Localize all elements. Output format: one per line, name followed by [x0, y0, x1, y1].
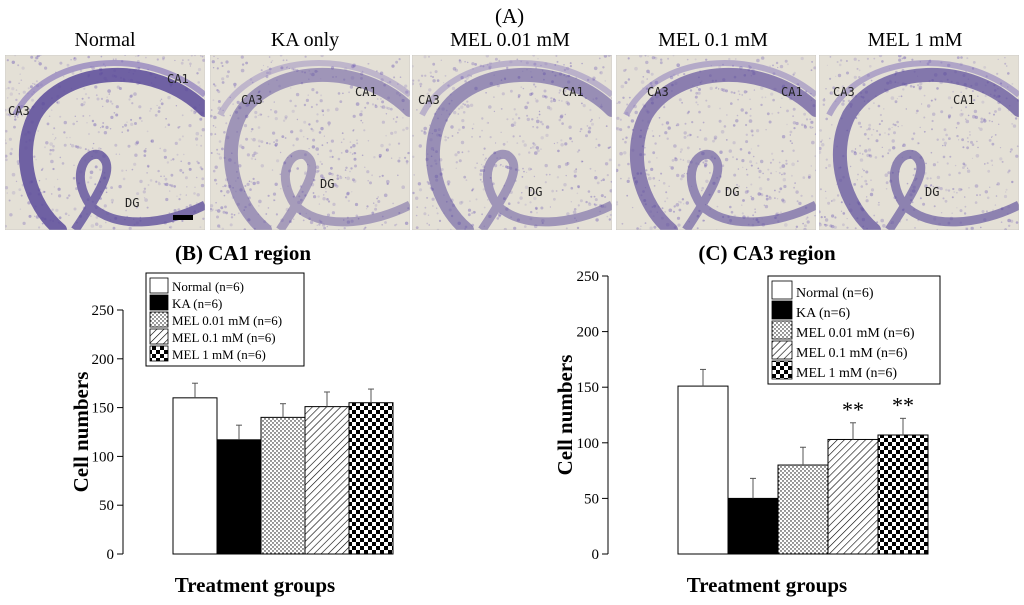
- bar-4: [348, 402, 394, 555]
- label-ca3: CA3: [418, 93, 440, 107]
- bar-2: [260, 416, 306, 555]
- micrograph-normal: [5, 55, 205, 230]
- label-ca1: CA1: [355, 85, 377, 99]
- scale-bar: [173, 215, 193, 220]
- label-ca3: CA3: [833, 85, 855, 99]
- y-tick-label: 200: [92, 352, 115, 368]
- y-tick-label: 0: [592, 547, 600, 563]
- legend-swatch-1: [771, 300, 793, 320]
- micrograph-art: [210, 55, 410, 230]
- y-tick-label: 200: [577, 325, 600, 341]
- y-tick-label: 50: [584, 491, 599, 507]
- image-title-normal: Normal: [74, 29, 136, 51]
- legend-entry-3: MEL 0.1 mM (n=6): [172, 330, 276, 345]
- label-ca3: CA3: [241, 93, 263, 107]
- y-axis-title: Cell numbers: [553, 355, 577, 476]
- label-ca1: CA1: [167, 72, 189, 86]
- label-ca3: CA3: [647, 85, 669, 99]
- chart-title-ca1: (B) CA1 region: [174, 241, 312, 265]
- x-axis-title-ca1: Treatment groups: [174, 573, 336, 597]
- legend-swatch-1: [149, 294, 169, 311]
- legend-entry-2: MEL 0.01 mM (n=6): [796, 326, 915, 341]
- bar-0: [172, 397, 218, 555]
- y-tick-label: 50: [99, 498, 114, 514]
- bar-1: [216, 439, 262, 555]
- chart-ca3: 0 50 100 150 200 250 Cell numbers ** ** Normal (n…: [553, 269, 941, 563]
- legend-entry-0: Normal (n=6): [796, 286, 874, 301]
- legend-swatch-3: [771, 340, 793, 360]
- y-axis-title: Cell numbers: [69, 372, 93, 493]
- micrograph-mel-1: [819, 55, 1019, 230]
- bar-0: [677, 385, 729, 555]
- legend-box: [145, 272, 305, 367]
- legend-swatch-0: [771, 280, 793, 300]
- legend-entry-1: KA (n=6): [796, 306, 851, 321]
- micrograph-ka-only: [210, 55, 410, 230]
- chart-title-ca3: (C) CA3 region: [698, 241, 836, 265]
- image-title-ka-only: KA only: [270, 29, 340, 51]
- panel-a-label: (A): [495, 4, 525, 28]
- legend-swatch-4: [149, 345, 169, 362]
- y-tick-label: 150: [577, 380, 600, 396]
- y-tick-label: 0: [107, 547, 115, 563]
- legend-entry-2: MEL 0.01 mM (n=6): [172, 313, 282, 328]
- label-dg: DG: [320, 177, 335, 191]
- legend-entry-4: MEL 1 mM (n=6): [172, 347, 266, 362]
- micrograph-art: [616, 55, 816, 230]
- micrograph-mel-001: [412, 55, 612, 230]
- legend-swatch-2: [771, 320, 793, 340]
- image-title-mel-01: MEL 0.1 mM: [658, 29, 768, 51]
- legend-swatch-3: [149, 328, 169, 345]
- legend-entry-4: MEL 1 mM (n=6): [796, 366, 897, 381]
- label-dg: DG: [125, 196, 140, 210]
- legend-entry-1: KA (n=6): [172, 296, 222, 311]
- label-ca1: CA1: [781, 85, 803, 99]
- label-ca1: CA1: [953, 93, 975, 107]
- y-tick-label: 250: [92, 303, 115, 319]
- micrograph-art: [412, 55, 612, 230]
- y-tick-label: 150: [92, 401, 115, 417]
- legend: Normal (n=6) KA (n=6) MEL 0.01 mM (n=6) MEL…: [767, 275, 941, 385]
- legend-entry-0: Normal (n=6): [172, 279, 244, 294]
- x-axis-title-ca3: Treatment groups: [686, 573, 848, 597]
- bar-1: [727, 497, 779, 555]
- y-tick-label: 100: [577, 436, 600, 452]
- label-ca3: CA3: [8, 104, 30, 118]
- bar-3: [827, 438, 879, 555]
- legend-swatch-4: [771, 360, 793, 380]
- y-tick-label: 250: [577, 269, 600, 285]
- bar-3: [304, 406, 350, 555]
- legend-swatch-0: [149, 277, 169, 294]
- significance-label: **: [842, 397, 864, 422]
- label-ca1: CA1: [562, 85, 584, 99]
- image-title-mel-001: MEL 0.01 mM: [450, 29, 570, 51]
- micrograph-art: [5, 55, 205, 230]
- legend-entry-3: MEL 0.1 mM (n=6): [796, 346, 908, 361]
- image-title-mel-1: MEL 1 mM: [867, 29, 963, 51]
- label-dg: DG: [925, 185, 940, 199]
- legend-box: [767, 275, 941, 385]
- legend: Normal (n=6) KA (n=6) MEL 0.01 mM (n=6) MEL…: [145, 272, 305, 367]
- legend-swatch-2: [149, 311, 169, 328]
- label-dg: DG: [528, 185, 543, 199]
- y-tick-label: 100: [92, 449, 115, 465]
- significance-label: **: [892, 392, 914, 417]
- bar-2: [777, 464, 829, 555]
- micrograph-mel-01: [616, 55, 816, 230]
- bar-4: [877, 434, 929, 555]
- chart-ca1: 0 50 100 150 200 250 Cell numbers Normal (n=6) K…: [69, 272, 394, 563]
- label-dg: DG: [725, 185, 740, 199]
- micrograph-art: [819, 55, 1019, 230]
